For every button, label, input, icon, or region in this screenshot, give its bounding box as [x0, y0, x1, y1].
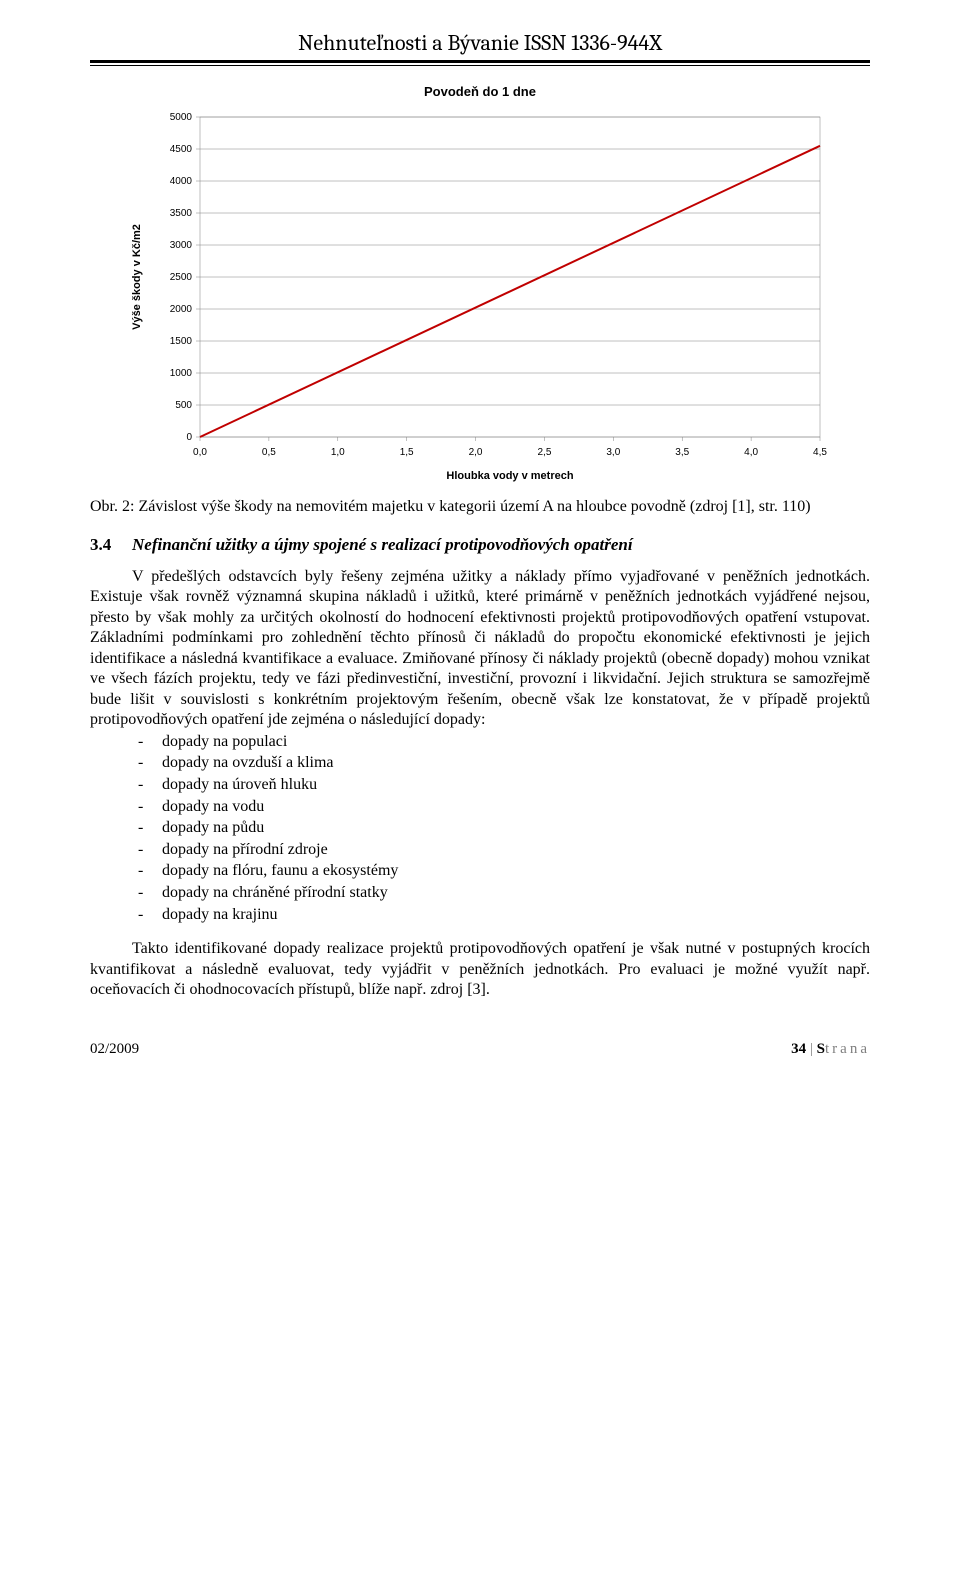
svg-text:2,5: 2,5	[537, 447, 551, 458]
svg-text:3000: 3000	[170, 240, 193, 251]
line-chart-svg: 0,0 0,5 1,0 1,5 2,0 2,5 3,0 3,5 4,0 4,5 0 500 1000 15…	[120, 107, 840, 487]
paragraph-1: V předešlých odstavcích byly řešeny zejm…	[90, 567, 870, 731]
section-number: 3.4	[90, 535, 132, 555]
caption-label: Obr. 2:	[90, 498, 134, 515]
svg-text:1500: 1500	[170, 336, 193, 347]
impact-list: dopady na populacidopady na ovzduší a kl…	[90, 731, 870, 925]
page-word-initial: S	[817, 1041, 825, 1057]
paragraph-2: Takto identifikované dopady realizace pr…	[90, 939, 870, 1000]
caption-text: Závislost výše škody na nemovitém majetk…	[138, 498, 810, 515]
svg-text:Hloubka vody v metrech: Hloubka vody v metrech	[446, 470, 573, 482]
list-item: dopady na flóru, faunu a ekosystémy	[90, 860, 870, 882]
list-item: dopady na ovzduší a klima	[90, 752, 870, 774]
header-rule	[90, 60, 870, 66]
list-item: dopady na populaci	[90, 731, 870, 753]
svg-text:0: 0	[186, 432, 192, 443]
list-item: dopady na půdu	[90, 817, 870, 839]
svg-text:500: 500	[175, 400, 192, 411]
page-footer: 02/2009 34 | Strana	[90, 1041, 870, 1058]
list-item: dopady na vodu	[90, 796, 870, 818]
svg-text:2000: 2000	[170, 304, 193, 315]
running-header: Nehnuteľnosti a Bývanie ISSN 1336-944X	[90, 30, 870, 56]
svg-text:2,0: 2,0	[469, 447, 483, 458]
chart-container: 0,0 0,5 1,0 1,5 2,0 2,5 3,0 3,5 4,0 4,5 0 500 1000 15…	[90, 107, 870, 487]
svg-text:1,5: 1,5	[400, 447, 414, 458]
svg-text:3500: 3500	[170, 208, 193, 219]
footer-issue: 02/2009	[90, 1041, 139, 1058]
svg-text:4500: 4500	[170, 144, 193, 155]
svg-text:3,5: 3,5	[675, 447, 689, 458]
footer-page: 34 | Strana	[791, 1041, 870, 1058]
svg-text:0,0: 0,0	[193, 447, 207, 458]
svg-text:4000: 4000	[170, 176, 193, 187]
page-word-rest: trana	[825, 1041, 870, 1057]
svg-text:4,5: 4,5	[813, 447, 827, 458]
list-item: dopady na krajinu	[90, 904, 870, 926]
svg-text:2500: 2500	[170, 272, 193, 283]
svg-text:3,0: 3,0	[606, 447, 620, 458]
list-item: dopady na přírodní zdroje	[90, 839, 870, 861]
svg-text:4,0: 4,0	[744, 447, 758, 458]
section-title: Nefinanční užitky a újmy spojené s reali…	[132, 535, 633, 554]
figure-caption: Obr. 2: Závislost výše škody na nemovité…	[90, 497, 870, 517]
page-number: 34	[791, 1041, 806, 1057]
svg-text:5000: 5000	[170, 112, 193, 123]
list-item: dopady na úroveň hluku	[90, 774, 870, 796]
svg-text:Výše škody v Kč/m2: Výše škody v Kč/m2	[131, 224, 143, 330]
svg-text:1000: 1000	[170, 368, 193, 379]
section-heading: 3.4Nefinanční užitky a újmy spojené s re…	[90, 535, 870, 555]
chart-title: Povodeň do 1 dne	[90, 84, 870, 99]
svg-text:0,5: 0,5	[262, 447, 276, 458]
list-item: dopady na chráněné přírodní statky	[90, 882, 870, 904]
svg-text:1,0: 1,0	[331, 447, 345, 458]
footer-separator: |	[806, 1041, 817, 1057]
